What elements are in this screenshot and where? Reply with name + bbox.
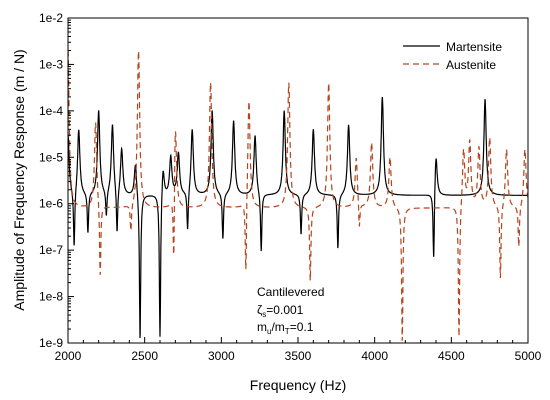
- legend: Martensite Austenite: [403, 40, 502, 72]
- annotation-condition: Cantilevered: [257, 285, 324, 299]
- y-tick-label: 1e-7: [39, 243, 63, 257]
- y-tick-label: 1e-5: [39, 150, 63, 164]
- martensite-series-line: [68, 96, 528, 339]
- x-tick-label: 5000: [515, 349, 542, 363]
- legend-austenite-label: Austenite: [446, 58, 496, 72]
- x-tick-label: 3000: [208, 349, 235, 363]
- x-axis-ticks: 2000 2500 3000 3500 4000 4500 5000: [55, 337, 542, 363]
- y-tick-label: 1e-8: [39, 290, 63, 304]
- x-tick-label: 3500: [285, 349, 312, 363]
- y-tick-label: 1e-3: [39, 57, 63, 71]
- legend-martensite-label: Martensite: [446, 40, 502, 54]
- y-tick-label: 1e-6: [39, 197, 63, 211]
- annotation-mass-ratio: mu/mT=0.1: [257, 320, 314, 336]
- annotation-damping: ζs=0.001: [257, 303, 304, 319]
- parameter-annotation: Cantilevered ζs=0.001 mu/mT=0.1: [257, 285, 324, 336]
- y-tick-label: 1e-2: [39, 11, 63, 25]
- y-axis-label: Amplitude of Frequency Response (m / N): [11, 49, 27, 310]
- x-tick-label: 4000: [361, 349, 388, 363]
- x-axis-label: Frequency (Hz): [250, 377, 346, 393]
- x-tick-label: 4500: [438, 349, 465, 363]
- y-tick-label: 1e-9: [39, 336, 63, 350]
- x-tick-label: 2000: [55, 349, 82, 363]
- plot-lines: [68, 50, 528, 341]
- y-tick-label: 1e-4: [39, 104, 63, 118]
- y-axis-ticks: 1e-9 1e-8 1e-7 1e-6 1e-5 1e-4 1e-3 1e-2: [39, 11, 74, 350]
- x-tick-label: 2500: [131, 349, 158, 363]
- austenite-series-line: [68, 50, 528, 341]
